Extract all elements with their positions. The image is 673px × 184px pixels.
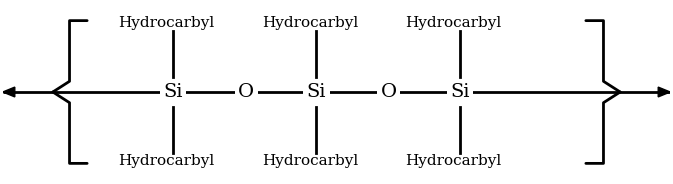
- Text: Hydrocarbyl: Hydrocarbyl: [262, 15, 358, 30]
- Text: Hydrocarbyl: Hydrocarbyl: [405, 15, 501, 30]
- Polygon shape: [658, 87, 670, 97]
- Text: O: O: [238, 83, 254, 101]
- Text: O: O: [380, 83, 396, 101]
- Text: Hydrocarbyl: Hydrocarbyl: [405, 154, 501, 169]
- Text: Si: Si: [450, 83, 470, 101]
- Polygon shape: [3, 87, 15, 97]
- Text: Si: Si: [164, 83, 183, 101]
- Text: Hydrocarbyl: Hydrocarbyl: [118, 15, 215, 30]
- Text: Hydrocarbyl: Hydrocarbyl: [262, 154, 358, 169]
- Text: Hydrocarbyl: Hydrocarbyl: [118, 154, 215, 169]
- Text: Si: Si: [307, 83, 326, 101]
